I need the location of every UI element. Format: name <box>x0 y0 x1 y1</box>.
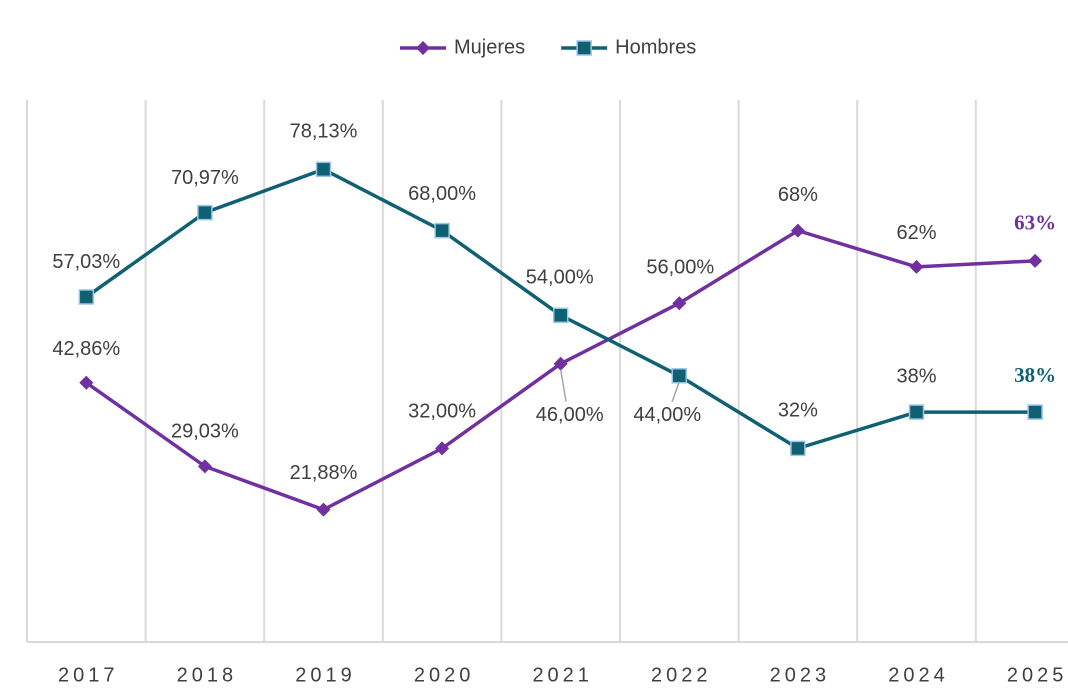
legend-label: Mujeres <box>454 36 525 58</box>
x-tick-label: 2023 <box>770 664 831 686</box>
data-label: 38% <box>1014 363 1056 387</box>
leader-line <box>671 381 681 403</box>
marker <box>78 289 95 305</box>
marker <box>316 502 331 517</box>
data-label: 62% <box>896 222 936 244</box>
data-label: 21,88% <box>290 462 358 484</box>
x-tick-label: 2024 <box>888 664 949 686</box>
x-tick-label: 2025 <box>1007 664 1068 686</box>
marker <box>416 41 430 55</box>
data-label: 44,00% <box>633 404 701 426</box>
marker <box>790 440 806 457</box>
x-tick-label: 2017 <box>58 664 119 686</box>
data-label: 56,00% <box>646 256 714 278</box>
data-label: 32% <box>778 400 818 422</box>
marker <box>553 356 568 371</box>
x-tick-label: 2021 <box>532 664 593 686</box>
data-label: 54,00% <box>526 267 594 289</box>
marker <box>790 223 805 238</box>
marker <box>197 204 213 221</box>
x-tick-label: 2018 <box>177 664 238 686</box>
marker <box>908 404 925 420</box>
x-tick-label: 2019 <box>295 664 356 686</box>
data-label: 57,03% <box>52 251 120 273</box>
marker <box>909 259 924 274</box>
data-label: 68% <box>778 184 818 206</box>
marker <box>197 459 212 474</box>
data-label: 46,00% <box>536 404 604 426</box>
leader-line <box>559 369 567 402</box>
x-tick-label: 2020 <box>414 664 475 686</box>
marker <box>1028 253 1043 268</box>
marker <box>434 222 450 239</box>
marker <box>1027 404 1043 420</box>
marker <box>576 40 592 56</box>
data-label: 42,86% <box>52 338 120 360</box>
data-label: 38% <box>896 365 936 387</box>
marker <box>672 296 687 311</box>
marker <box>671 368 688 384</box>
data-label: 32,00% <box>408 401 476 423</box>
data-label: 63% <box>1014 211 1056 235</box>
data-label: 70,97% <box>171 167 239 189</box>
marker <box>552 307 569 324</box>
data-label: 68,00% <box>408 183 476 205</box>
legend-label: Hombres <box>615 36 696 58</box>
marker <box>79 375 94 390</box>
marker <box>435 441 450 456</box>
data-label: 29,03% <box>171 421 239 443</box>
marker <box>315 161 332 178</box>
x-tick-label: 2022 <box>651 664 712 686</box>
data-label: 78,13% <box>290 121 358 143</box>
